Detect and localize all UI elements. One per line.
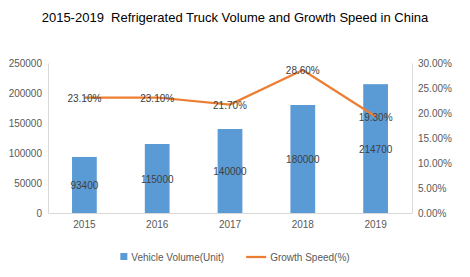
data-label: 214700 xyxy=(359,144,393,155)
legend-label: Vehicle Volume(Unit) xyxy=(131,252,224,263)
tick: 5.00% xyxy=(412,183,446,194)
legend-item: Vehicle Volume(Unit) xyxy=(120,252,224,263)
x-axis: 2015 2016 2017 2018 2019 xyxy=(49,213,413,230)
tick: 10.00% xyxy=(412,158,452,169)
data-label: 140000 xyxy=(213,166,247,177)
tick: 100000 xyxy=(9,148,48,159)
title: 2015-2019 Refrigerated Truck Volume and … xyxy=(42,10,429,25)
tick-label: 2018 xyxy=(292,219,315,230)
tick: 2019 xyxy=(364,213,387,230)
tick: 2015 xyxy=(73,213,96,230)
tick: 150000 xyxy=(9,118,48,129)
tick: 30.00% xyxy=(412,58,452,69)
tick: 2018 xyxy=(292,213,315,230)
tick-label: 15.00% xyxy=(418,133,452,144)
tick-label: 25.00% xyxy=(418,83,452,94)
data-label: 28.60% xyxy=(286,65,320,76)
tick-label: 250000 xyxy=(9,58,43,69)
tick-label: 20.00% xyxy=(418,108,452,119)
legend-item: Growth Speed(%) xyxy=(246,252,349,263)
tick: 200000 xyxy=(9,88,48,99)
tick: 15.00% xyxy=(412,133,452,144)
tick: 0.00% xyxy=(412,208,446,219)
axis-line xyxy=(412,64,413,214)
tick-label: 5.00% xyxy=(418,183,446,194)
tick: 50000 xyxy=(14,178,48,189)
legend-label: Growth Speed(%) xyxy=(270,252,349,263)
tick: 20.00% xyxy=(412,108,452,119)
data-label: 180000 xyxy=(286,154,320,165)
data-label: 23.10% xyxy=(140,93,174,104)
legend: Vehicle Volume(Unit) Growth Speed(%) xyxy=(120,252,349,263)
data-label: 21.70% xyxy=(213,100,247,111)
tick-label: 10.00% xyxy=(418,158,452,169)
tick-label: 0.00% xyxy=(418,208,446,219)
y-axis: 0 50000 100000 150000 200000 250000 xyxy=(9,58,49,219)
tick-label: 2016 xyxy=(146,219,169,230)
data-label: 23.10% xyxy=(67,93,101,104)
axis-line xyxy=(48,64,49,214)
tick-label: 30.00% xyxy=(418,58,452,69)
legend-swatch xyxy=(246,256,266,258)
tick: 2016 xyxy=(146,213,169,230)
chart: 2015-2019 Refrigerated Truck Volume and … xyxy=(0,0,470,277)
data-label: 93400 xyxy=(70,180,98,191)
tick: 2017 xyxy=(219,213,242,230)
y2-axis: 0.00% 5.00% 10.00% 15.00% 20.00% 25.00% 30.00% xyxy=(412,58,452,219)
tick-label: 150000 xyxy=(9,118,43,129)
tick-label: 2017 xyxy=(219,219,242,230)
data-label: 19.30% xyxy=(359,112,393,123)
tick-label: 2019 xyxy=(364,219,387,230)
tick: 0 xyxy=(36,208,48,219)
tick-label: 200000 xyxy=(9,88,43,99)
tick: 25.00% xyxy=(412,83,452,94)
data-label: 115000 xyxy=(141,174,174,185)
tick-label: 2015 xyxy=(73,219,96,230)
axis-line xyxy=(49,213,413,214)
tick: 250000 xyxy=(9,58,48,69)
data-labels: 93400 115000 140000 180000 214700 23.10% 23.10… xyxy=(67,65,392,191)
line xyxy=(84,70,375,117)
plot: 0 50000 100000 150000 200000 250000 0.00% 5.00%… xyxy=(9,58,452,230)
tick-label: 0 xyxy=(36,208,42,219)
tick-label: 100000 xyxy=(9,148,43,159)
legend-swatch xyxy=(120,253,127,260)
tick-label: 50000 xyxy=(14,178,42,189)
marks xyxy=(72,70,388,213)
